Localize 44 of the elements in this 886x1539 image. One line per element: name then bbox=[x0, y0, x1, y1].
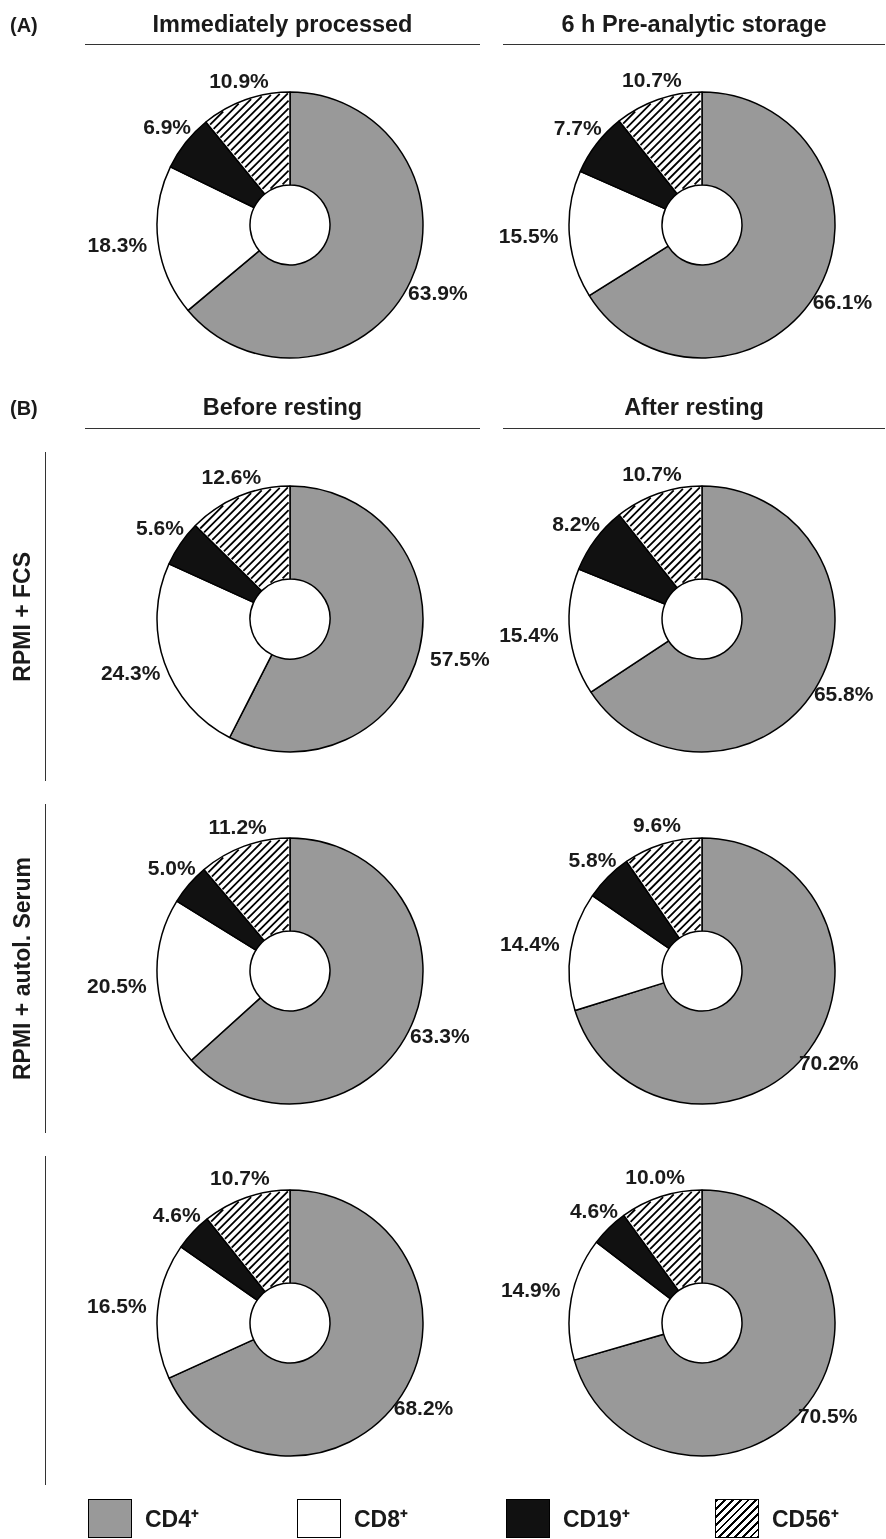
chart-title: Immediately processed bbox=[152, 11, 413, 37]
data-label: 24.3% bbox=[100, 661, 161, 685]
data-label: 18.3% bbox=[87, 233, 148, 257]
data-label: 4.6% bbox=[569, 1198, 619, 1222]
text: (A) bbox=[10, 14, 38, 37]
chart-title: After resting bbox=[624, 394, 764, 420]
data-label: 10.7% bbox=[622, 462, 683, 486]
legend-label: CD56⁺ bbox=[772, 1505, 839, 1534]
data-label: 12.6% bbox=[201, 465, 262, 489]
data-label: 10.9% bbox=[209, 68, 270, 92]
legend-label: CD4⁺ bbox=[145, 1505, 200, 1534]
data-label: 66.1% bbox=[812, 289, 873, 313]
legend-label: CD19⁺ bbox=[563, 1505, 630, 1534]
chart-title: Before resting bbox=[202, 394, 363, 420]
data-label: 5.6% bbox=[135, 516, 185, 540]
data-label: 70.5% bbox=[797, 1404, 858, 1428]
data-label: 15.4% bbox=[499, 622, 560, 646]
data-label: 11.2% bbox=[208, 815, 268, 839]
legend-label: CD8⁺ bbox=[354, 1505, 409, 1534]
data-label: 4.6% bbox=[152, 1203, 201, 1227]
text: RPMI + FCS bbox=[8, 551, 36, 682]
data-label: 5.8% bbox=[568, 848, 617, 872]
data-label: 70.2% bbox=[798, 1051, 859, 1075]
data-label: 5.0% bbox=[147, 856, 196, 880]
data-label: 16.5% bbox=[87, 1293, 147, 1317]
data-label: 8.2% bbox=[552, 511, 601, 535]
data-label: 20.5% bbox=[87, 973, 147, 997]
data-label: 63.9% bbox=[408, 280, 468, 304]
data-label: 15.5% bbox=[498, 224, 559, 248]
data-label: 57.5% bbox=[430, 646, 490, 670]
data-label: 10.7% bbox=[622, 68, 682, 92]
data-label: 14.9% bbox=[500, 1277, 561, 1301]
data-label: 10.0% bbox=[625, 1165, 686, 1189]
chart-title: 6 h Pre-analytic storage bbox=[561, 11, 827, 37]
data-label: 10.7% bbox=[210, 1166, 270, 1190]
data-label: 68.2% bbox=[393, 1395, 454, 1419]
text: RPMI + autol. Serum bbox=[8, 856, 36, 1080]
data-label: 9.6% bbox=[632, 812, 682, 836]
data-label: 14.4% bbox=[500, 931, 560, 955]
text: (B) bbox=[10, 397, 38, 420]
data-label: 65.8% bbox=[813, 682, 874, 706]
data-label: 63.3% bbox=[410, 1024, 470, 1048]
data-label: 7.7% bbox=[553, 116, 602, 140]
data-label: 6.9% bbox=[143, 114, 192, 138]
